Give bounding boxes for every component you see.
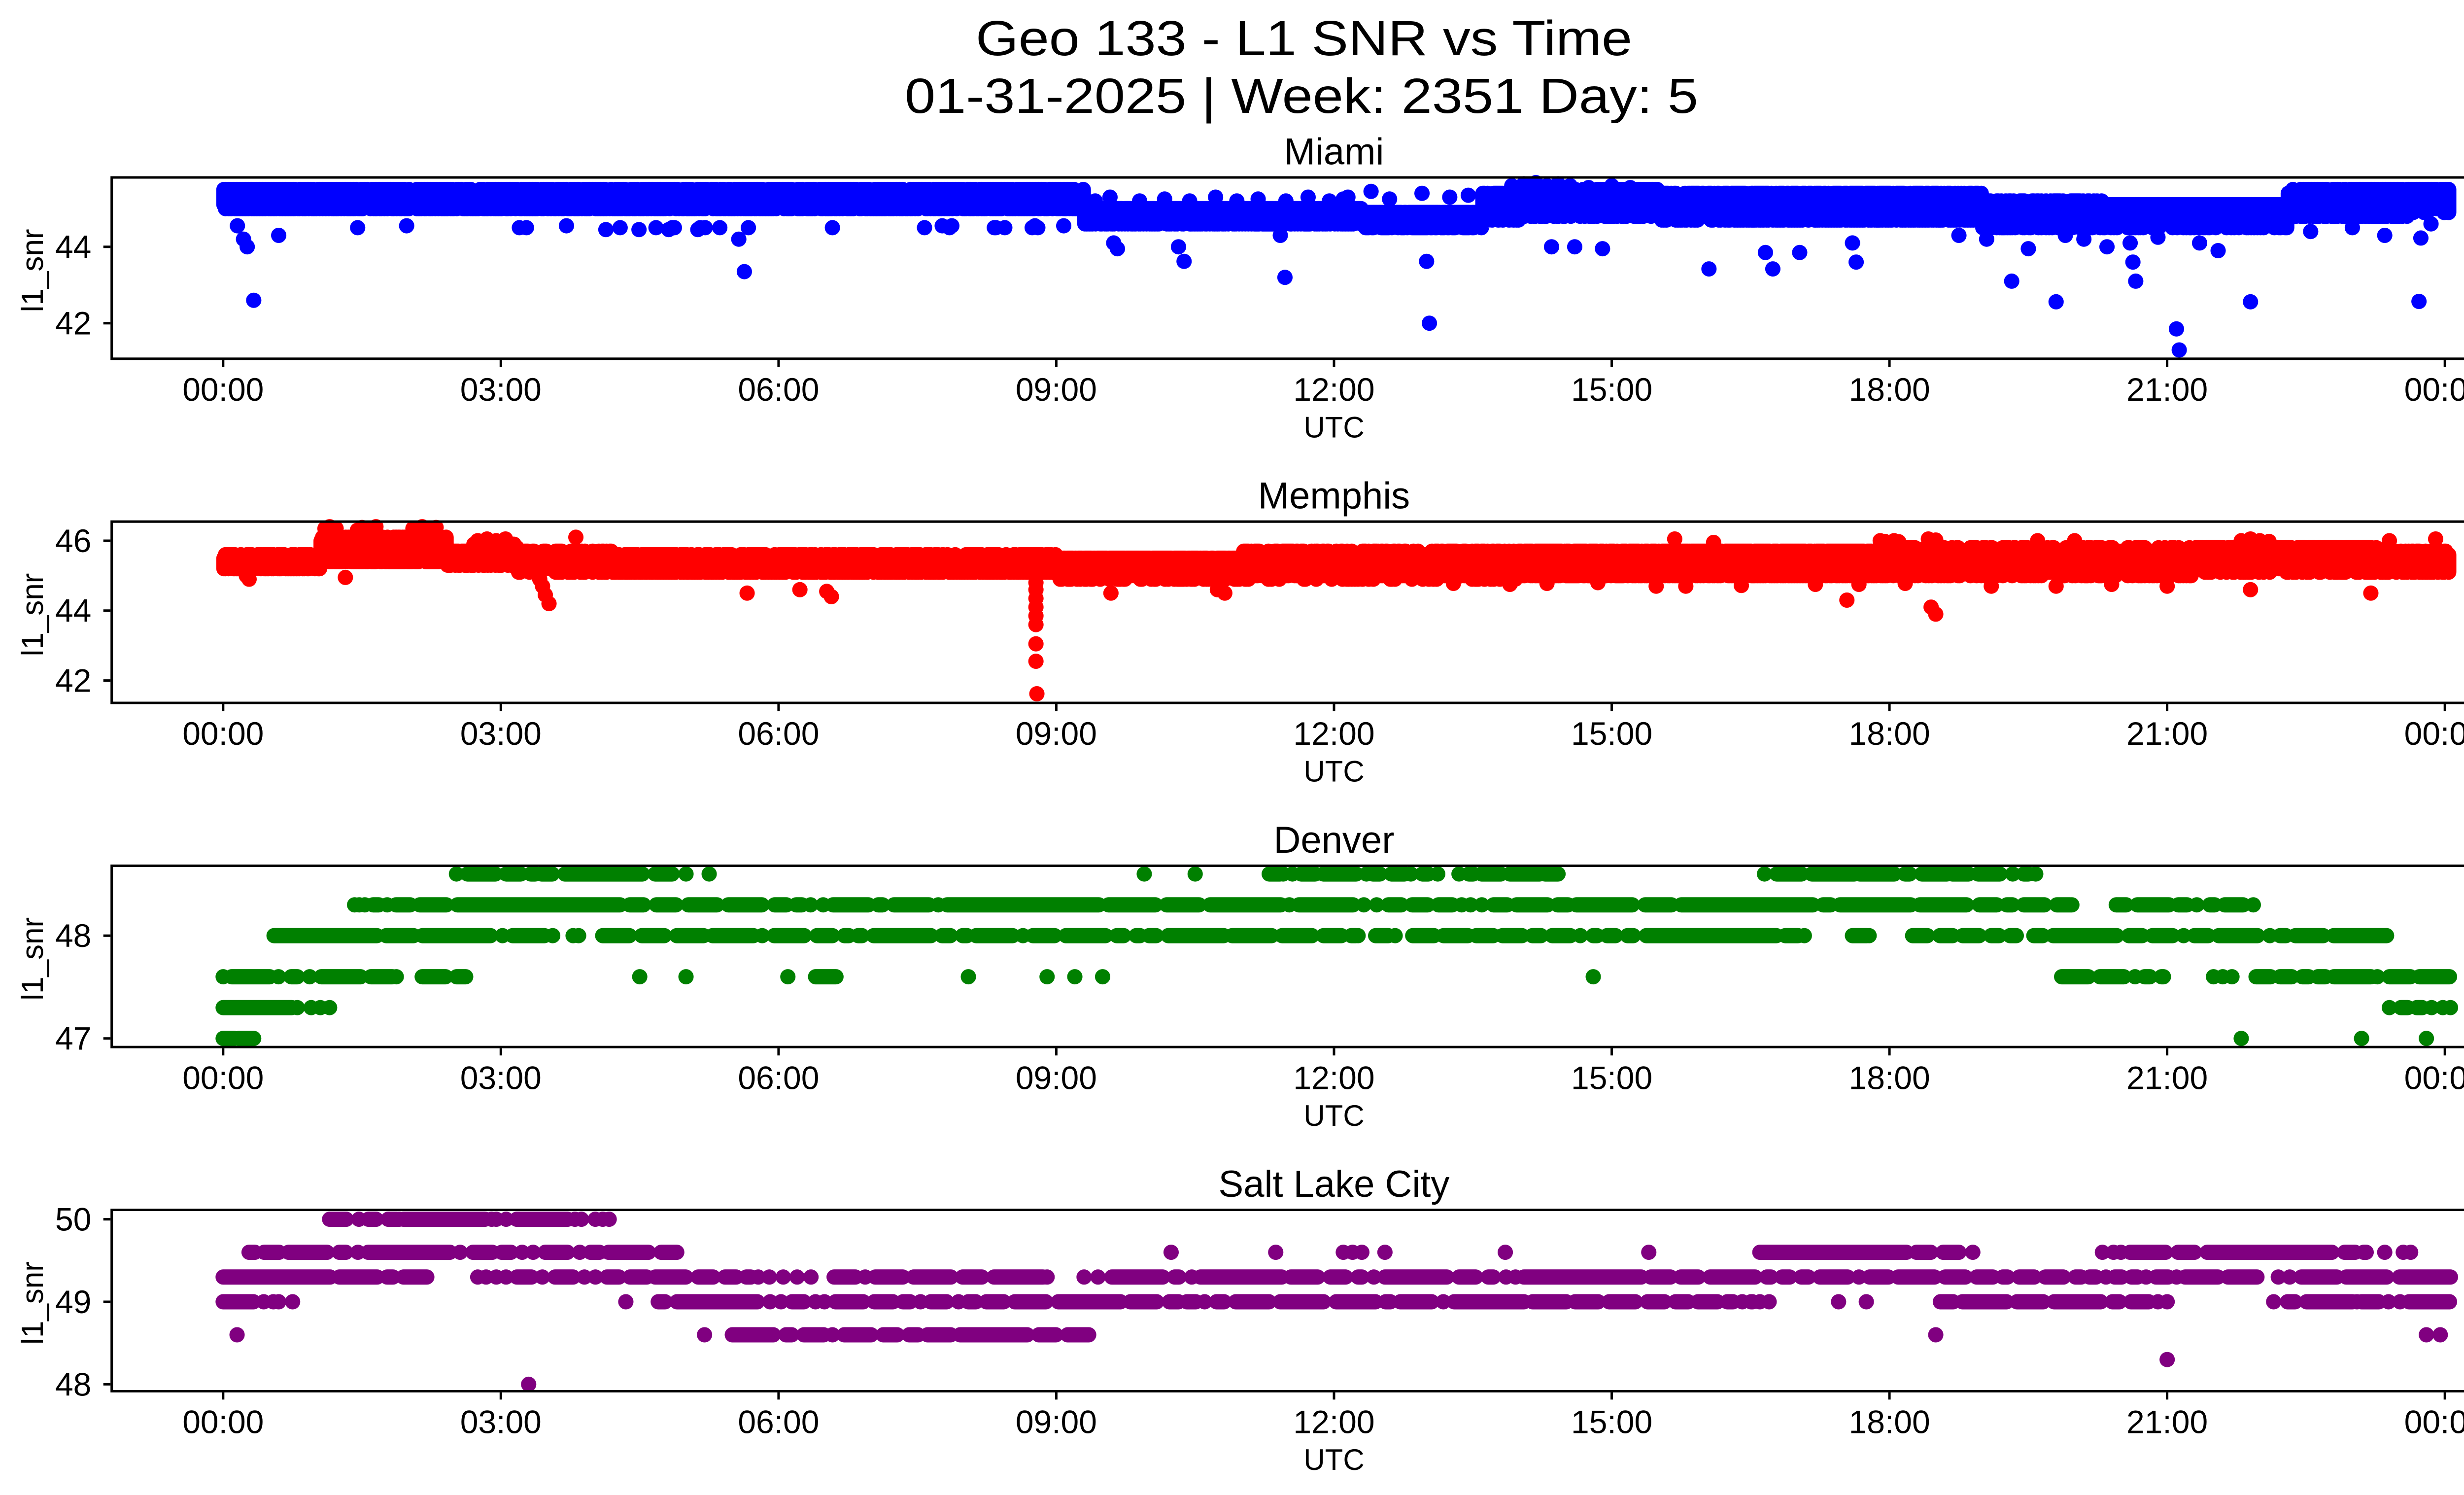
svg-text:44: 44: [55, 592, 91, 629]
svg-text:48: 48: [55, 917, 91, 954]
svg-text:03:00: 03:00: [460, 715, 542, 752]
svg-text:09:00: 09:00: [1016, 1404, 1097, 1440]
svg-text:09:00: 09:00: [1016, 371, 1097, 408]
svg-text:48: 48: [55, 1366, 91, 1402]
svg-text:06:00: 06:00: [738, 371, 819, 408]
svg-text:21:00: 21:00: [2126, 1404, 2208, 1440]
svg-text:00:00: 00:00: [2404, 371, 2464, 408]
svg-text:Denver: Denver: [1274, 819, 1395, 861]
svg-text:18:00: 18:00: [1849, 1059, 1930, 1096]
svg-text:21:00: 21:00: [2126, 1059, 2208, 1096]
svg-text:12:00: 12:00: [1293, 1059, 1374, 1096]
svg-text:18:00: 18:00: [1849, 1404, 1930, 1440]
svg-text:00:00: 00:00: [182, 1059, 264, 1096]
svg-text:00:00: 00:00: [2404, 1404, 2464, 1440]
svg-text:00:00: 00:00: [182, 715, 264, 752]
svg-text:15:00: 15:00: [1571, 1404, 1652, 1440]
svg-text:15:00: 15:00: [1571, 371, 1652, 408]
svg-text:06:00: 06:00: [738, 1404, 819, 1440]
svg-text:15:00: 15:00: [1571, 1059, 1652, 1096]
svg-text:50: 50: [55, 1201, 91, 1238]
svg-text:00:00: 00:00: [182, 1404, 264, 1440]
svg-text:00:00: 00:00: [2404, 715, 2464, 752]
svg-text:Memphis: Memphis: [1258, 475, 1410, 517]
svg-text:21:00: 21:00: [2126, 371, 2208, 408]
svg-text:UTC: UTC: [1303, 1099, 1364, 1132]
svg-text:47: 47: [55, 1020, 91, 1057]
svg-text:18:00: 18:00: [1849, 715, 1930, 752]
svg-text:UTC: UTC: [1303, 1443, 1364, 1476]
svg-text:00:00: 00:00: [182, 371, 264, 408]
svg-text:00:00: 00:00: [2404, 1059, 2464, 1096]
svg-text:06:00: 06:00: [738, 715, 819, 752]
svg-text:01-31-2025 | Week: 2351 Day: 5: 01-31-2025 | Week: 2351 Day: 5: [905, 69, 1698, 124]
svg-text:UTC: UTC: [1303, 411, 1364, 444]
svg-text:12:00: 12:00: [1293, 371, 1374, 408]
svg-text:15:00: 15:00: [1571, 715, 1652, 752]
svg-text:Salt Lake City: Salt Lake City: [1219, 1163, 1450, 1205]
svg-text:Geo 133 - L1 SNR vs Time: Geo 133 - L1 SNR vs Time: [976, 11, 1632, 66]
svg-text:09:00: 09:00: [1016, 715, 1097, 752]
svg-text:03:00: 03:00: [460, 1059, 542, 1096]
svg-text:09:00: 09:00: [1016, 1059, 1097, 1096]
svg-text:44: 44: [55, 229, 91, 265]
svg-text:03:00: 03:00: [460, 1404, 542, 1440]
svg-text:21:00: 21:00: [2126, 715, 2208, 752]
svg-text:12:00: 12:00: [1293, 1404, 1374, 1440]
svg-text:49: 49: [55, 1284, 91, 1320]
svg-text:l1_snr: l1_snr: [16, 573, 50, 657]
svg-text:l1_snr: l1_snr: [16, 917, 50, 1001]
svg-text:Miami: Miami: [1284, 131, 1384, 173]
svg-text:12:00: 12:00: [1293, 715, 1374, 752]
svg-text:03:00: 03:00: [460, 371, 542, 408]
svg-text:06:00: 06:00: [738, 1059, 819, 1096]
svg-text:46: 46: [55, 522, 91, 559]
svg-text:18:00: 18:00: [1849, 371, 1930, 408]
svg-text:42: 42: [55, 305, 91, 342]
svg-text:l1_snr: l1_snr: [16, 229, 50, 312]
svg-text:UTC: UTC: [1303, 755, 1364, 788]
svg-text:42: 42: [55, 662, 91, 699]
svg-text:l1_snr: l1_snr: [16, 1261, 50, 1345]
